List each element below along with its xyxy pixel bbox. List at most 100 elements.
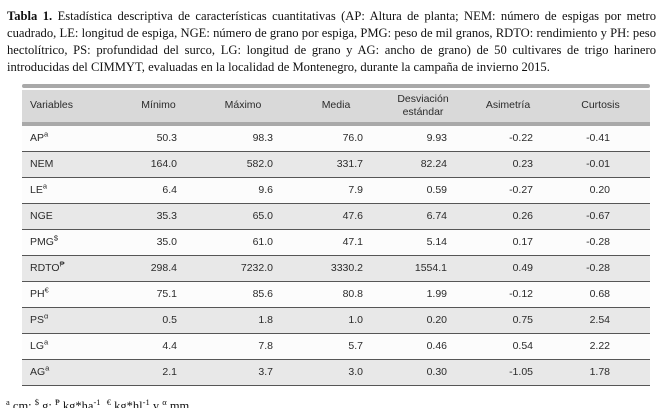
curtosis-cell: 0.68 — [551, 281, 650, 308]
desviacion-cell: 1554.1 — [381, 255, 465, 282]
maximo-cell: 582.0 — [195, 151, 291, 178]
table-row: PMG$ 35.0 61.0 47.1 5.14 0.17 -0.28 — [22, 229, 650, 256]
curtosis-cell: 2.22 — [551, 333, 650, 360]
footnote-unit-marker: € — [106, 396, 112, 407]
footnote-text: kg*hl — [111, 398, 143, 408]
asimetria-cell: 0.54 — [465, 333, 551, 360]
descriptive-statistics-table: Variables Mínimo Máximo Media Desviación… — [22, 83, 650, 386]
minimo-cell: 50.3 — [122, 123, 195, 152]
asimetria-cell: 0.75 — [465, 307, 551, 334]
desviacion-cell: 0.46 — [381, 333, 465, 360]
curtosis-cell: -0.01 — [551, 151, 650, 178]
minimo-cell: 35.3 — [122, 203, 195, 230]
minimo-cell: 164.0 — [122, 151, 195, 178]
table-row: PH€ 75.1 85.6 80.8 1.99 -0.12 0.68 — [22, 281, 650, 308]
media-cell: 80.8 — [291, 281, 381, 308]
curtosis-cell: 0.20 — [551, 177, 650, 204]
table-top-rule — [22, 83, 650, 88]
statistics-table: Variables Mínimo Máximo Media Desviación… — [22, 89, 650, 386]
media-cell: 3330.2 — [291, 255, 381, 282]
maximo-cell: 7232.0 — [195, 255, 291, 282]
maximo-cell: 9.6 — [195, 177, 291, 204]
table-row: LGa 4.4 7.8 5.7 0.46 0.54 2.22 — [22, 333, 650, 360]
desviacion-cell: 82.24 — [381, 151, 465, 178]
desviacion-cell: 0.20 — [381, 307, 465, 334]
column-header-minimo: Mínimo — [122, 89, 195, 126]
media-cell: 76.0 — [291, 123, 381, 152]
curtosis-cell: -0.41 — [551, 123, 650, 152]
asimetria-cell: -0.22 — [465, 123, 551, 152]
footnote-unit-marker: -1 — [93, 396, 101, 407]
maximo-cell: 61.0 — [195, 229, 291, 256]
footnote-unit-marker: α — [162, 396, 167, 407]
minimo-cell: 2.1 — [122, 359, 195, 386]
table-caption-label: Tabla 1. — [7, 9, 53, 23]
column-header-media: Media — [291, 89, 381, 126]
curtosis-cell: -0.28 — [551, 255, 650, 282]
desviacion-cell: 9.93 — [381, 123, 465, 152]
minimo-cell: 298.4 — [122, 255, 195, 282]
footnote-text: g; — [39, 398, 56, 408]
footnote-unit-marker: a — [6, 396, 10, 407]
footnote-text: , — [100, 398, 107, 408]
header-row: Variables Mínimo Máximo Media Desviación… — [22, 89, 650, 126]
table-header: Variables Mínimo Máximo Media Desviación… — [22, 89, 650, 126]
desviacion-cell: 0.59 — [381, 177, 465, 204]
desviacion-cell: 5.14 — [381, 229, 465, 256]
table-row: NGE 35.3 65.0 47.6 6.74 0.26 -0.67 — [22, 203, 650, 230]
maximo-cell: 65.0 — [195, 203, 291, 230]
variable-unit-marker: $ — [53, 233, 59, 243]
desviacion-cell: 6.74 — [381, 203, 465, 230]
maximo-cell: 3.7 — [195, 359, 291, 386]
variable-cell: APa — [22, 123, 122, 152]
variable-cell: LEa — [22, 177, 122, 204]
table-row: LEa 6.4 9.6 7.9 0.59 -0.27 0.20 — [22, 177, 650, 204]
minimo-cell: 4.4 — [122, 333, 195, 360]
minimo-cell: 75.1 — [122, 281, 195, 308]
curtosis-cell: 2.54 — [551, 307, 650, 334]
footnote-unit-marker: $ — [34, 396, 40, 407]
variable-unit-marker: a — [44, 129, 49, 139]
curtosis-cell: -0.28 — [551, 229, 650, 256]
media-cell: 47.6 — [291, 203, 381, 230]
column-header-curtosis: Curtosis — [551, 89, 650, 126]
footnote-text: mm — [166, 398, 190, 408]
table-row: PSα 0.5 1.8 1.0 0.20 0.75 2.54 — [22, 307, 650, 334]
variable-cell: PH€ — [22, 281, 122, 308]
variable-unit-marker: a — [45, 363, 50, 373]
minimo-cell: 0.5 — [122, 307, 195, 334]
asimetria-cell: 0.49 — [465, 255, 551, 282]
variable-unit-marker: a — [44, 337, 49, 347]
desviacion-cell: 0.30 — [381, 359, 465, 386]
maximo-cell: 98.3 — [195, 123, 291, 152]
column-header-maximo: Máximo — [195, 89, 291, 126]
variable-cell: RDTO₱ — [22, 255, 122, 282]
curtosis-cell: -0.67 — [551, 203, 650, 230]
media-cell: 5.7 — [291, 333, 381, 360]
variable-cell: PMG$ — [22, 229, 122, 256]
footnote-text: y — [149, 398, 163, 408]
variable-cell: PSα — [22, 307, 122, 334]
variable-unit-marker: a — [42, 181, 48, 191]
variable-unit-marker: ₱ — [59, 259, 65, 269]
asimetria-cell: -0.12 — [465, 281, 551, 308]
variable-unit-marker: α — [44, 311, 49, 321]
table-footnote: a cm; $ g; ₱ kg*ha-1, € kg*hl-1 y α mm — [6, 396, 656, 408]
variable-unit-marker: € — [44, 285, 49, 295]
media-cell: 331.7 — [291, 151, 381, 178]
asimetria-cell: -1.05 — [465, 359, 551, 386]
asimetria-cell: 0.17 — [465, 229, 551, 256]
column-header-variables: Variables — [22, 89, 122, 126]
asimetria-cell: 0.26 — [465, 203, 551, 230]
table-body: APa 50.3 98.3 76.0 9.93 -0.22 -0.41 NEM 164.0 582… — [22, 123, 650, 386]
column-header-desviacion: Desviación estándar — [381, 89, 465, 126]
media-cell: 3.0 — [291, 359, 381, 386]
variable-cell: NEM — [22, 151, 122, 178]
curtosis-cell: 1.78 — [551, 359, 650, 386]
table-row: RDTO₱ 298.4 7232.0 3330.2 1554.1 0.49 -0.28 — [22, 255, 650, 282]
media-cell: 7.9 — [291, 177, 381, 204]
footnote-unit-marker: -1 — [142, 396, 150, 407]
variable-cell: LGa — [22, 333, 122, 360]
table-caption: Tabla 1. Estadística descriptiva de cara… — [7, 8, 656, 77]
